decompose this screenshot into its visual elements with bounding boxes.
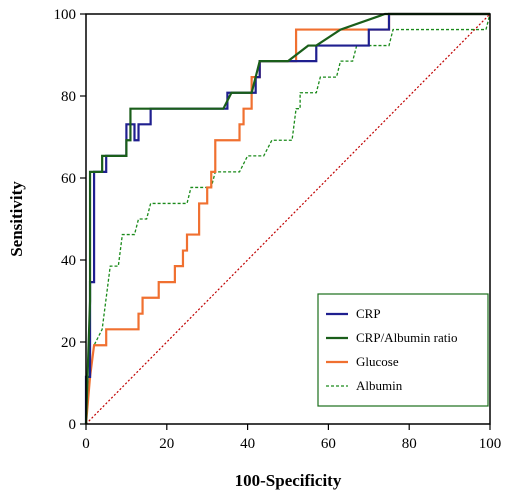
- y-axis-title: Sensitivity: [7, 181, 26, 257]
- x-tick-label: 100: [479, 436, 502, 452]
- x-axis-title: 100-Specificity: [235, 471, 342, 490]
- legend: CRP CRP/Albumin ratio Glucose Albumin: [317, 293, 489, 407]
- x-tick-label: 60: [321, 436, 336, 452]
- plot-frame: [85, 13, 491, 425]
- legend-label: CRP/Albumin ratio: [356, 330, 457, 345]
- series-line-crp: [84, 12, 490, 424]
- series-line-crp-albumin-ratio: [84, 12, 490, 425]
- legend-label: Albumin: [356, 378, 403, 393]
- series-line-albumin: [85, 13, 491, 425]
- series-layer: [84, 12, 491, 425]
- x-tick-label: 80: [402, 436, 417, 452]
- x-tick-label: 20: [159, 436, 174, 452]
- x-axis-ticks: 0 20 40 60 80 100: [82, 424, 501, 452]
- y-tick-label: 100: [54, 7, 77, 23]
- x-tick-label: 40: [240, 436, 255, 452]
- y-tick-label: 0: [69, 417, 77, 433]
- y-tick-label: 60: [61, 171, 76, 187]
- x-tick-label: 0: [82, 436, 90, 452]
- legend-label: Glucose: [356, 354, 399, 369]
- legend-box: [317, 293, 489, 407]
- y-tick-label: 40: [61, 253, 76, 269]
- y-tick-label: 80: [61, 89, 76, 105]
- y-tick-label: 20: [61, 335, 76, 351]
- legend-label: CRP: [356, 306, 381, 321]
- y-axis-ticks: 0 20 40 60 80 100: [54, 7, 86, 433]
